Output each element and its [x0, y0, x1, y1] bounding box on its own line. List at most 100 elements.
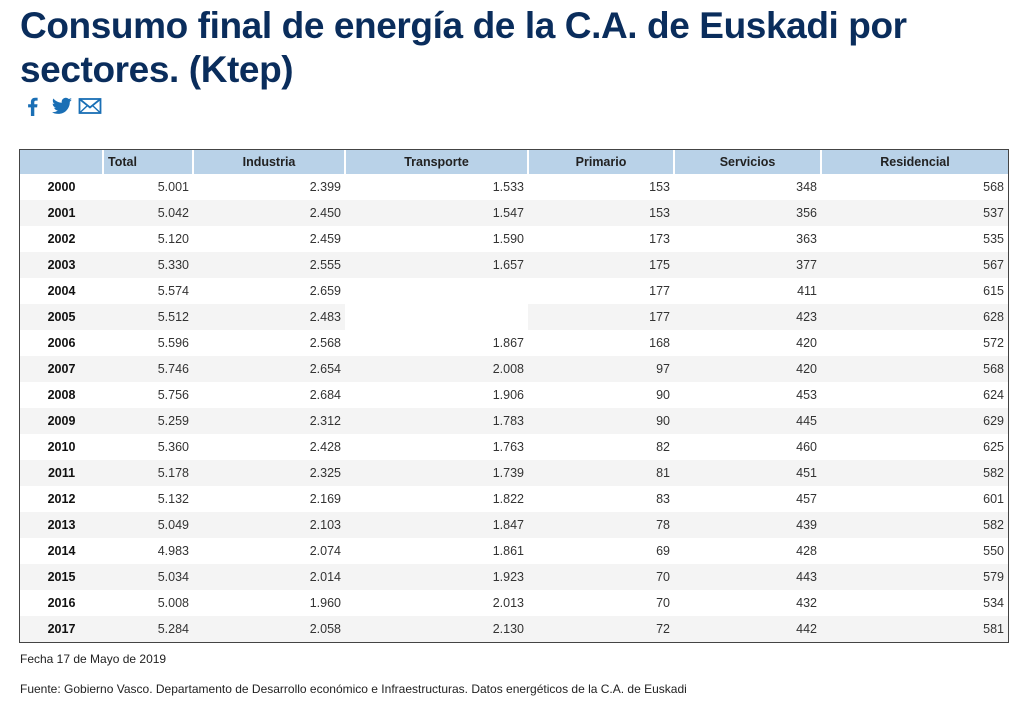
- cell-primario: 78: [528, 512, 674, 538]
- cell-servicios: 377: [674, 252, 821, 278]
- cell-servicios: 428: [796, 544, 817, 558]
- cell-primario: 69: [656, 544, 670, 558]
- cell-transporte: 1.590: [492, 232, 524, 246]
- cell-industria: 2.103: [193, 512, 345, 538]
- cell-total: 5.574: [157, 284, 189, 298]
- cell-residencial: 534: [983, 596, 1004, 610]
- cell-transporte: 2.008: [345, 356, 528, 382]
- email-icon: [78, 98, 102, 114]
- cell-residencial: 568: [983, 180, 1004, 194]
- cell-residencial: 629: [821, 408, 1008, 434]
- cell-residencial: 535: [983, 232, 1004, 246]
- cell-servicios: 432: [796, 596, 817, 610]
- cell-transporte: [345, 278, 528, 304]
- cell-primario: 153: [649, 180, 670, 194]
- table-row: 2008 5.756 2.684 1.906 90 453 624: [20, 382, 1008, 408]
- energy-consumption-table: Total Industria Transporte Primario Serv…: [20, 150, 1008, 642]
- twitter-share-button[interactable]: [50, 95, 72, 117]
- cell-transporte: 1.657: [345, 252, 528, 278]
- cell-residencial: 550: [983, 544, 1004, 558]
- cell-primario: 177: [649, 284, 670, 298]
- cell-servicios: 363: [796, 232, 817, 246]
- cell-year: 2015: [20, 564, 103, 590]
- cell-total: 5.132: [157, 492, 189, 506]
- cell-year: 2003: [20, 252, 103, 278]
- cell-transporte: 1.763: [492, 440, 524, 454]
- table-row: 2002 5.120 2.459 1.590 173 363 535: [20, 226, 1008, 252]
- cell-year: 2009: [20, 408, 103, 434]
- cell-total: 5.001: [157, 180, 189, 194]
- cell-servicios: 411: [797, 284, 817, 298]
- cell-industria: 2.450: [193, 200, 345, 226]
- cell-total: 5.512: [103, 304, 193, 330]
- cell-servicios: 457: [796, 492, 817, 506]
- table-row: 2015 5.034 2.014 1.923 70 443 579: [20, 564, 1008, 590]
- table-row: 2010 5.360 2.428 1.763 82 460 625: [20, 434, 1008, 460]
- cell-year: 2001: [20, 200, 103, 226]
- cell-total: 5.049: [103, 512, 193, 538]
- cell-servicios: 348: [796, 180, 817, 194]
- cell-servicios: 356: [674, 200, 821, 226]
- cell-year: 2006: [47, 336, 76, 350]
- cell-total: 4.983: [157, 544, 189, 558]
- twitter-icon: [51, 97, 72, 114]
- cell-total: 5.042: [103, 200, 193, 226]
- cell-residencial: 568: [821, 356, 1008, 382]
- cell-year: 2007: [20, 356, 103, 382]
- cell-year: 2004: [47, 284, 76, 298]
- cell-year: 2005: [20, 304, 103, 330]
- header-industria: Industria: [193, 150, 346, 174]
- table-row: 2006 5.596 2.568 1.867 168 420 572: [20, 330, 1008, 356]
- facebook-icon: [28, 97, 38, 116]
- cell-residencial: 615: [983, 284, 1004, 298]
- cell-year: 2017: [20, 616, 103, 642]
- cell-total: 5.259: [103, 408, 193, 434]
- cell-residencial: 624: [983, 388, 1004, 402]
- cell-industria: 2.568: [309, 336, 341, 350]
- header-transporte: Transporte: [345, 150, 529, 174]
- cell-residencial: 601: [983, 492, 1004, 506]
- cell-primario: 70: [528, 564, 674, 590]
- date-note: Fecha 17 de Mayo de 2019: [20, 652, 167, 666]
- cell-industria: 2.399: [309, 180, 341, 194]
- cell-transporte: 1.847: [345, 512, 528, 538]
- header-residencial: Residencial: [821, 150, 1008, 174]
- table-row: 2007 5.746 2.654 2.008 97 420 568: [20, 356, 1008, 382]
- cell-total: 5.034: [103, 564, 193, 590]
- source-note: Fuente: Gobierno Vasco. Departamento de …: [20, 682, 687, 696]
- cell-industria: 2.074: [309, 544, 341, 558]
- table-row: 2011 5.178 2.325 1.739 81 451 582: [20, 460, 1008, 486]
- cell-industria: 2.058: [193, 616, 345, 642]
- table-row: 2013 5.049 2.103 1.847 78 439 582: [20, 512, 1008, 538]
- cell-residencial: 582: [821, 460, 1008, 486]
- cell-industria: 2.659: [309, 284, 341, 298]
- cell-servicios: 445: [674, 408, 821, 434]
- facebook-share-button[interactable]: [22, 95, 44, 117]
- share-bar: [22, 95, 102, 117]
- cell-transporte: [345, 304, 528, 330]
- cell-residencial: 567: [821, 252, 1008, 278]
- table-row: 2009 5.259 2.312 1.783 90 445 629: [20, 408, 1008, 434]
- cell-total: 5.360: [157, 440, 189, 454]
- header-primario: Primario: [528, 150, 675, 174]
- cell-industria: 2.684: [309, 388, 341, 402]
- cell-industria: 2.654: [193, 356, 345, 382]
- cell-primario: 81: [528, 460, 674, 486]
- email-share-button[interactable]: [78, 95, 102, 117]
- cell-residencial: 537: [821, 200, 1008, 226]
- cell-total: 5.284: [103, 616, 193, 642]
- cell-transporte: 2.013: [492, 596, 524, 610]
- table-row: 2012 5.132 2.169 1.822 83 457 601: [20, 486, 1008, 512]
- cell-transporte: 1.923: [345, 564, 528, 590]
- table-row: 2001 5.042 2.450 1.547 153 356 537: [20, 200, 1008, 226]
- cell-transporte: 1.533: [492, 180, 524, 194]
- cell-transporte: 1.547: [345, 200, 528, 226]
- table-body: 2000 5.001 2.399 1.533 153 348 568 2001 5.042 2.4…: [20, 174, 1008, 642]
- cell-residencial: 582: [821, 512, 1008, 538]
- cell-transporte: 1.783: [345, 408, 528, 434]
- cell-year: 2008: [47, 388, 76, 402]
- cell-industria: 2.555: [193, 252, 345, 278]
- cell-industria: 1.960: [309, 596, 341, 610]
- cell-year: 2016: [47, 596, 76, 610]
